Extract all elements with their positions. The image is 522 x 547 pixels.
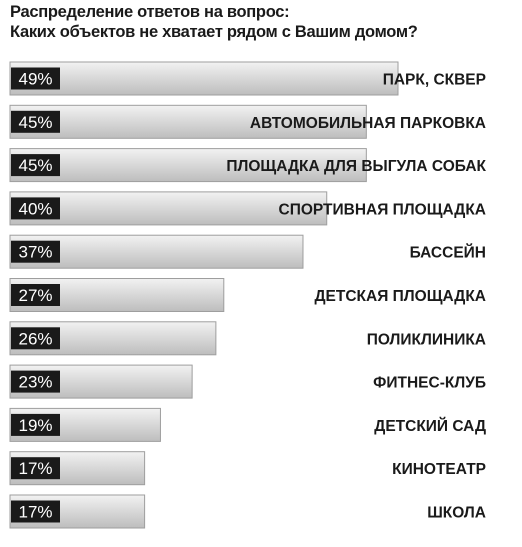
category-label: АВТОМОБИЛЬНАЯ ПАРКОВКА: [250, 115, 486, 132]
value-label: 17%: [18, 503, 52, 522]
value-label-box: [11, 154, 60, 177]
bar: [9, 148, 367, 183]
value-label-box: [11, 413, 60, 436]
value-label-box: [11, 327, 60, 350]
chart-title-line-2: Каких объектов не хватает рядом с Вашим …: [10, 23, 418, 41]
chart-title-line-1: Распределение ответов на вопрос:: [10, 3, 290, 21]
bar: [9, 191, 328, 226]
value-label: 45%: [18, 113, 52, 132]
category-label: ШКОЛА: [427, 505, 486, 522]
value-label-box: [11, 457, 60, 480]
category-label: БАССЕЙН: [410, 244, 486, 262]
value-label-box: [11, 240, 60, 263]
bars-group: 49% ПАРК, СКВЕР 45% АВТОМОБИЛЬНАЯ ПАРКОВКА 4…: [9, 61, 487, 529]
category-label: ПАРК, СКВЕР: [383, 72, 486, 89]
category-label: ДЕТСКИЙ САД: [374, 417, 486, 435]
value-label: 45%: [18, 156, 52, 175]
category-label: СПОРТИВНАЯ ПЛОЩАДКА: [279, 201, 487, 218]
bar: [9, 61, 399, 96]
value-label: 26%: [18, 329, 52, 348]
value-label: 23%: [18, 373, 52, 392]
bar: [9, 104, 367, 139]
value-label: 37%: [18, 243, 52, 262]
category-label: ПОЛИКЛИНИКА: [367, 331, 486, 348]
value-label: 17%: [18, 459, 52, 478]
value-label: 49%: [18, 70, 52, 89]
value-label: 27%: [18, 286, 52, 305]
value-label-box: [11, 284, 60, 306]
value-label-box: [11, 500, 60, 523]
category-label: ФИТНЕС-КЛУБ: [373, 375, 486, 392]
value-label: 19%: [18, 416, 52, 435]
value-label-box: [11, 197, 60, 220]
category-label: ДЕТСКАЯ ПЛОЩАДКА: [315, 288, 486, 305]
category-label: КИНОТЕАТР: [392, 461, 486, 478]
value-label-box: [11, 110, 60, 133]
value-label: 40%: [18, 199, 52, 218]
chart-title: Распределение ответов на вопрос: Каких о…: [10, 2, 510, 42]
value-label-box: [11, 370, 60, 393]
value-label-box: [11, 67, 60, 90]
category-label: ПЛОЩАДКА ДЛЯ ВЫГУЛА СОБАК: [226, 158, 486, 175]
